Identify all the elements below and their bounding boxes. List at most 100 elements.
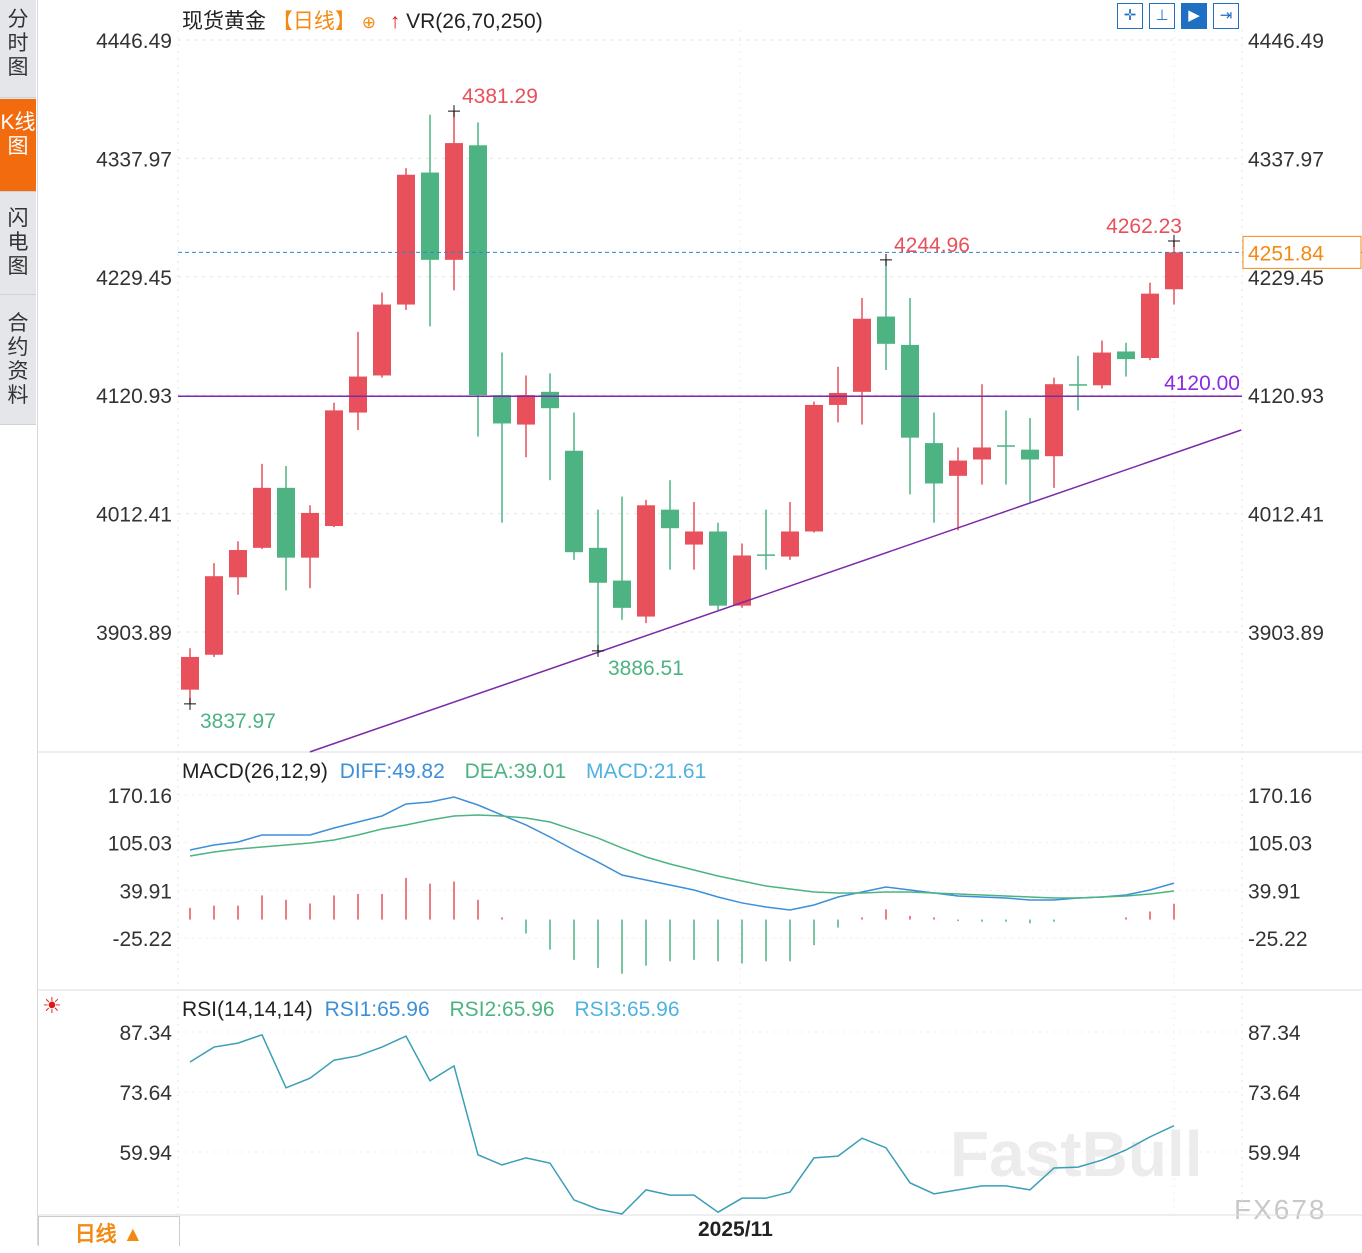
candle-up (781, 531, 799, 557)
sidebar-item-contract[interactable]: 合约资料 (0, 296, 36, 425)
candle-up (1141, 293, 1159, 359)
rsi-tick-right: 87.34 (1248, 1022, 1301, 1045)
candle-up (829, 392, 847, 405)
macd-tick-right: -25.22 (1248, 928, 1308, 951)
rsi-title: RSI(14,14,14) (182, 998, 313, 1021)
macd-tick-right: 105.03 (1248, 833, 1312, 856)
candle-up (685, 531, 703, 545)
rsi-tick-right: 73.64 (1248, 1082, 1301, 1105)
period-label[interactable]: 【日线】 (271, 10, 356, 33)
rsi-tick-left: 59.94 (119, 1142, 172, 1165)
macd-value: MACD:21.61 (586, 760, 707, 783)
candle-up (1045, 384, 1063, 457)
candle-up (805, 404, 823, 532)
extreme-label: 3837.97 (200, 710, 276, 733)
support-line-label: 4120.00 (1164, 372, 1240, 395)
candle-up (205, 576, 223, 655)
candle-up (949, 460, 967, 476)
add-indicator-icon[interactable]: ⊕ (361, 13, 376, 32)
dea-value: DEA:39.01 (464, 760, 567, 783)
vr-indicator-label: VR(26,70,250) (406, 10, 543, 33)
instrument-name: 现货黄金 (182, 10, 266, 33)
candle-down (1069, 384, 1087, 386)
settings-sun-icon[interactable]: ☀ (42, 993, 62, 1018)
price-tick-left: 3903.89 (96, 622, 172, 645)
extreme-label: 4262.23 (1106, 215, 1182, 238)
candle-down (565, 450, 583, 553)
extreme-marker (1168, 235, 1180, 248)
candle-up (253, 487, 271, 548)
rsi2-value: RSI2:65.96 (449, 998, 555, 1021)
candle-up (325, 410, 343, 527)
candle-up (397, 174, 415, 305)
sidebar-item-kline[interactable]: K线图 (0, 99, 36, 192)
extreme-marker (184, 697, 196, 710)
candle-up (349, 376, 367, 413)
macd-tick-right: 170.16 (1248, 785, 1312, 808)
candle-up (853, 318, 871, 392)
candle-down (541, 391, 559, 409)
candle-down (661, 509, 679, 529)
candle-up (229, 550, 247, 578)
trendline (309, 429, 1242, 753)
candle-down (613, 580, 631, 608)
macd-tick-left: -25.22 (112, 928, 172, 951)
candle-down (901, 344, 919, 438)
rsi3-value: RSI3:65.96 (574, 998, 680, 1021)
rsi-tick-left: 73.64 (119, 1082, 172, 1105)
candle-up (1165, 252, 1183, 290)
candle-down (1021, 449, 1039, 460)
price-tick-right: 4012.41 (1248, 504, 1324, 527)
diff-value: DIFF:49.82 (339, 760, 445, 783)
rsi-legend: RSI(14,14,14) RSI1:65.96 RSI2:65.96 RSI3… (182, 998, 680, 1022)
period-tab[interactable]: 日线 ▲ (38, 1216, 180, 1246)
price-tick-right: 4120.93 (1248, 385, 1324, 408)
dea-line (189, 814, 1175, 899)
extreme-label: 4381.29 (462, 85, 538, 108)
sidebar: 分时图 K线图 闪电图 合约资料 (0, 0, 36, 425)
price-tick-left: 4012.41 (96, 504, 172, 527)
axis-scale-icon[interactable]: ⊥ (1149, 3, 1175, 29)
rsi-tick-right: 59.94 (1248, 1142, 1301, 1165)
extreme-marker (448, 105, 460, 118)
x-axis-date-label: 2025/11 (698, 1218, 773, 1241)
price-tick-right: 4446.49 (1248, 30, 1324, 53)
macd-tick-left: 39.91 (119, 880, 172, 903)
macd-title: MACD(26,12,9) (182, 760, 328, 783)
macd-tick-right: 39.91 (1248, 880, 1301, 903)
price-tick-left: 4446.49 (96, 30, 172, 53)
price-tick-left: 4229.45 (96, 267, 172, 290)
last-price-label: 4251.84 (1248, 242, 1324, 265)
chart-header: 现货黄金 【日线】 ⊕ ↑ VR(26,70,250) (182, 5, 543, 35)
up-arrow-icon[interactable]: ↑ (389, 10, 401, 33)
extreme-marker (880, 253, 892, 266)
candle-down (709, 531, 727, 606)
diff-line (189, 796, 1175, 911)
candle-down (997, 445, 1015, 447)
macd-tick-left: 105.03 (108, 833, 172, 856)
price-tick-right: 3903.89 (1248, 622, 1324, 645)
last-price-box (1242, 235, 1362, 269)
candle-down (877, 316, 895, 344)
candle-down (925, 443, 943, 484)
draw-line-icon[interactable]: ▶ (1181, 3, 1207, 29)
price-tick-right: 4337.97 (1248, 148, 1324, 171)
extreme-marker (592, 644, 604, 657)
candle-up (973, 447, 991, 460)
macd-tick-left: 170.16 (108, 785, 172, 808)
rsi-line (189, 1033, 1175, 1215)
candle-up (733, 555, 751, 606)
price-tick-left: 4337.97 (96, 148, 172, 171)
sidebar-item-timeshare[interactable]: 分时图 (0, 0, 36, 98)
candle-up (445, 143, 463, 260)
sidebar-item-flash[interactable]: 闪电图 (0, 193, 36, 295)
candle-down (493, 395, 511, 424)
extreme-label: 3886.51 (608, 657, 684, 680)
watermark-code: FX678 (1234, 1194, 1327, 1225)
rsi1-value: RSI1:65.96 (324, 998, 430, 1021)
crosshair-icon[interactable]: ✛ (1117, 3, 1143, 29)
price-tick-right: 4229.45 (1248, 267, 1324, 290)
candle-down (1117, 351, 1135, 360)
move-right-icon[interactable]: ⇥ (1213, 3, 1239, 29)
